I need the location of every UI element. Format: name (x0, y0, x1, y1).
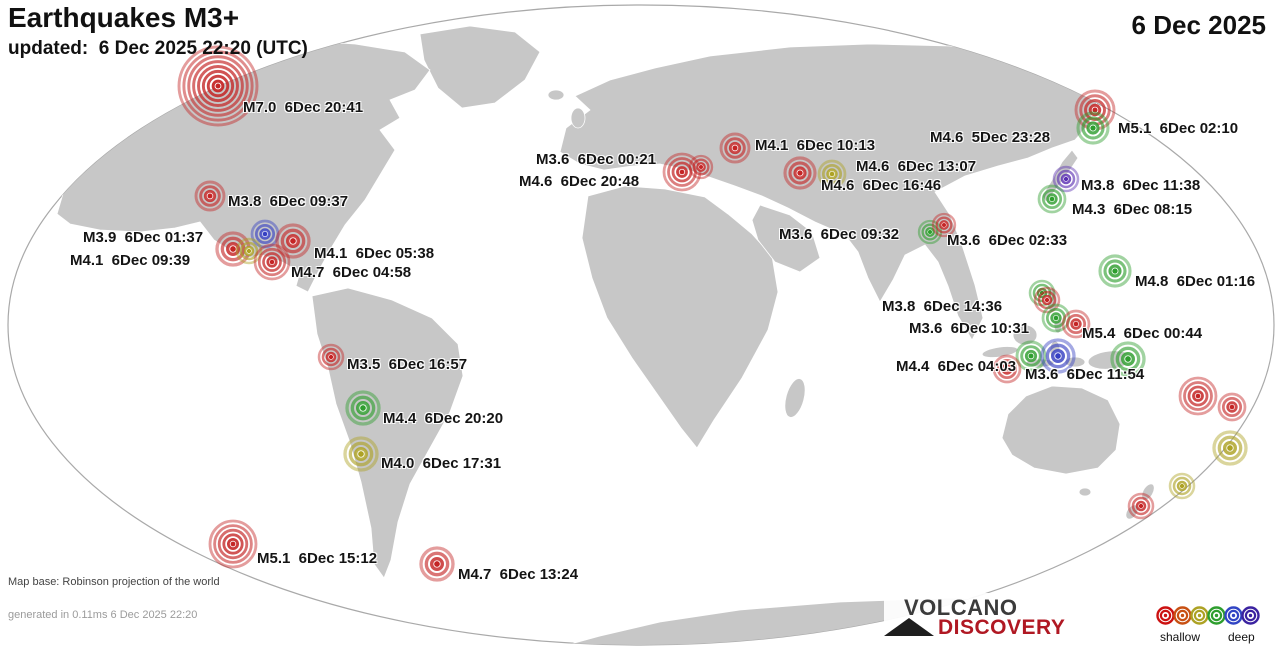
quake-marker[interactable] (1098, 254, 1132, 288)
quake-label: M4.1 6Dec 05:38 (314, 245, 435, 262)
generated-note: generated in 0.11ms 6 Dec 2025 22:20 (8, 609, 198, 621)
quake-label: M4.7 6Dec 13:24 (458, 566, 579, 583)
quake-marker[interactable] (662, 152, 702, 192)
quake-marker[interactable] (1041, 303, 1071, 333)
updated-timestamp: updated: 6 Dec 2025 22:20 (UTC) (8, 38, 308, 59)
quake-marker[interactable] (419, 546, 455, 582)
quake-label: M3.8 6Dec 11:38 (1081, 177, 1201, 194)
quake-marker[interactable] (1178, 376, 1218, 416)
quake-label: M4.8 6Dec 01:16 (1135, 273, 1256, 290)
quake-label: M7.0 6Dec 20:41 (243, 99, 364, 116)
quake-marker[interactable] (1040, 338, 1076, 374)
quake-label: M3.6 6Dec 09:32 (779, 226, 900, 243)
quake-marker[interactable] (215, 231, 251, 267)
quake-marker[interactable] (343, 436, 379, 472)
quake-label: M3.6 6Dec 00:21 (536, 151, 657, 168)
map-base-note: Map base: Robinson projection of the wor… (8, 576, 220, 588)
quake-marker[interactable] (1127, 492, 1155, 520)
quake-label: M4.6 5Dec 23:28 (930, 129, 1051, 146)
quake-marker[interactable] (817, 159, 847, 189)
quake-marker[interactable] (1037, 184, 1067, 214)
quake-marker[interactable] (194, 180, 226, 212)
legend-shallow-label: shallow (1160, 630, 1201, 644)
quake-marker[interactable] (719, 132, 751, 164)
quake-marker[interactable] (345, 390, 381, 426)
quake-label: M3.6 6Dec 11:54 (1025, 366, 1145, 383)
quake-label: M3.8 6Dec 14:36 (882, 298, 1003, 315)
quake-label: M3.6 6Dec 10:31 (909, 320, 1030, 337)
quake-marker[interactable] (177, 45, 259, 127)
quake-label: M4.4 6Dec 04:03 (896, 358, 1017, 375)
quake-label: M4.6 6Dec 16:46 (821, 177, 942, 194)
depth-legend: shallow deep (1156, 606, 1274, 646)
quake-marker[interactable] (235, 237, 263, 265)
quake-marker[interactable] (1217, 392, 1247, 422)
quake-label: M4.7 6Dec 04:58 (291, 264, 412, 281)
quake-marker[interactable] (931, 212, 957, 238)
quake-marker[interactable] (1061, 309, 1091, 339)
quake-marker[interactable] (253, 243, 291, 281)
page-title: Earthquakes M3+ (8, 2, 240, 33)
quake-label: M3.6 6Dec 02:33 (947, 232, 1068, 249)
map-date: 6 Dec 2025 (1131, 10, 1266, 40)
quake-marker[interactable] (1168, 472, 1196, 500)
quake-label: M5.1 6Dec 02:10 (1118, 120, 1239, 137)
quake-marker[interactable] (250, 219, 280, 249)
quake-marker[interactable] (992, 354, 1022, 384)
quake-label: M4.0 6Dec 17:31 (381, 455, 502, 472)
quake-marker[interactable] (1076, 111, 1110, 145)
quake-marker[interactable] (1033, 286, 1061, 314)
quake-marker[interactable] (317, 343, 345, 371)
logo-line1: VOLCANO (904, 595, 1018, 620)
quake-marker[interactable] (917, 219, 943, 245)
quake-label: M4.4 6Dec 20:20 (383, 410, 504, 427)
quake-label: M4.6 6Dec 13:07 (856, 158, 977, 175)
quake-label: M4.1 6Dec 09:39 (70, 252, 191, 269)
depth-legend-icons (1156, 606, 1274, 625)
volcano-discovery-logo[interactable]: VOLCANO DISCOVERY (884, 593, 1065, 643)
quake-marker[interactable] (783, 156, 817, 190)
quake-marker[interactable] (275, 223, 311, 259)
quake-label: M5.4 6Dec 00:44 (1082, 325, 1203, 342)
quake-marker[interactable] (1015, 340, 1047, 372)
quake-label: M4.6 6Dec 20:48 (519, 173, 640, 190)
quake-label: M3.8 6Dec 09:37 (228, 193, 349, 210)
logo-line2: DISCOVERY (938, 616, 1066, 639)
quake-label: M4.1 6Dec 10:13 (755, 137, 876, 154)
quake-label: M3.9 6Dec 01:37 (83, 229, 204, 246)
quake-label: M3.5 6Dec 16:57 (347, 356, 468, 373)
quake-marker[interactable] (1052, 165, 1080, 193)
volcano-icon (884, 618, 934, 636)
quake-marker[interactable] (688, 154, 714, 180)
quake-marker[interactable] (1110, 341, 1146, 377)
quake-label: M4.3 6Dec 08:15 (1072, 201, 1193, 218)
quake-marker[interactable] (208, 519, 258, 569)
quake-label: M5.1 6Dec 15:12 (257, 550, 378, 567)
legend-depth-icon (1241, 606, 1260, 625)
quake-marker[interactable] (1212, 430, 1248, 466)
legend-deep-label: deep (1228, 630, 1255, 644)
